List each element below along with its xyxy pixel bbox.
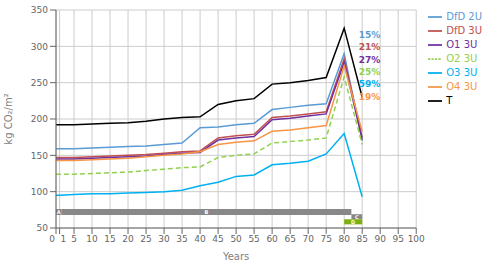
- svg-text:300: 300: [31, 42, 48, 52]
- svg-text:40: 40: [194, 234, 206, 244]
- svg-text:45: 45: [212, 234, 223, 244]
- svg-text:150: 150: [31, 151, 48, 161]
- svg-text:25%: 25%: [359, 67, 381, 77]
- svg-text:A: A: [57, 209, 61, 215]
- svg-text:kg CO₂/m²: kg CO₂/m²: [3, 93, 14, 144]
- svg-text:15: 15: [104, 234, 115, 244]
- svg-text:D: D: [351, 219, 355, 225]
- svg-text:85: 85: [356, 234, 367, 244]
- html-text:O4 3U: O4 3U: [446, 81, 478, 92]
- svg-text:70: 70: [302, 234, 314, 244]
- svg-text:27%: 27%: [359, 55, 381, 65]
- svg-text:200: 200: [31, 114, 48, 124]
- svg-text:Years: Years: [222, 251, 249, 262]
- html-text:DfD 2U: DfD 2U: [446, 11, 482, 22]
- svg-text:15%: 15%: [359, 30, 381, 40]
- svg-text:35: 35: [176, 234, 187, 244]
- svg-text:100: 100: [31, 187, 48, 197]
- svg-text:350: 350: [31, 5, 48, 15]
- svg-text:10: 10: [86, 234, 98, 244]
- svg-text:60: 60: [266, 234, 278, 244]
- html-text:O2 3U: O2 3U: [446, 53, 478, 64]
- svg-text:30: 30: [158, 234, 170, 244]
- svg-text:59%: 59%: [359, 79, 381, 89]
- svg-text:250: 250: [31, 78, 48, 88]
- html-text:O3 3U: O3 3U: [446, 67, 478, 78]
- svg-text:95: 95: [392, 234, 403, 244]
- svg-text:0: 0: [49, 234, 55, 244]
- svg-text:50: 50: [230, 234, 242, 244]
- svg-text:90: 90: [374, 234, 386, 244]
- svg-text:25: 25: [140, 234, 151, 244]
- svg-text:100: 100: [408, 234, 425, 244]
- svg-text:50: 50: [37, 223, 49, 233]
- svg-text:80: 80: [338, 234, 350, 244]
- html-text:O1 3U: O1 3U: [446, 39, 478, 50]
- html-text:DfD 3U: DfD 3U: [446, 25, 482, 36]
- svg-text:21%: 21%: [359, 42, 381, 52]
- html-text:T: T: [446, 95, 453, 106]
- svg-text:75: 75: [320, 234, 331, 244]
- svg-text:5: 5: [71, 234, 77, 244]
- svg-text:20: 20: [122, 234, 134, 244]
- svg-text:65: 65: [284, 234, 295, 244]
- svg-text:C: C: [355, 214, 359, 220]
- svg-text:B: B: [204, 209, 208, 215]
- svg-text:19%: 19%: [359, 92, 381, 102]
- svg-text:1: 1: [61, 234, 67, 244]
- svg-text:55: 55: [248, 234, 259, 244]
